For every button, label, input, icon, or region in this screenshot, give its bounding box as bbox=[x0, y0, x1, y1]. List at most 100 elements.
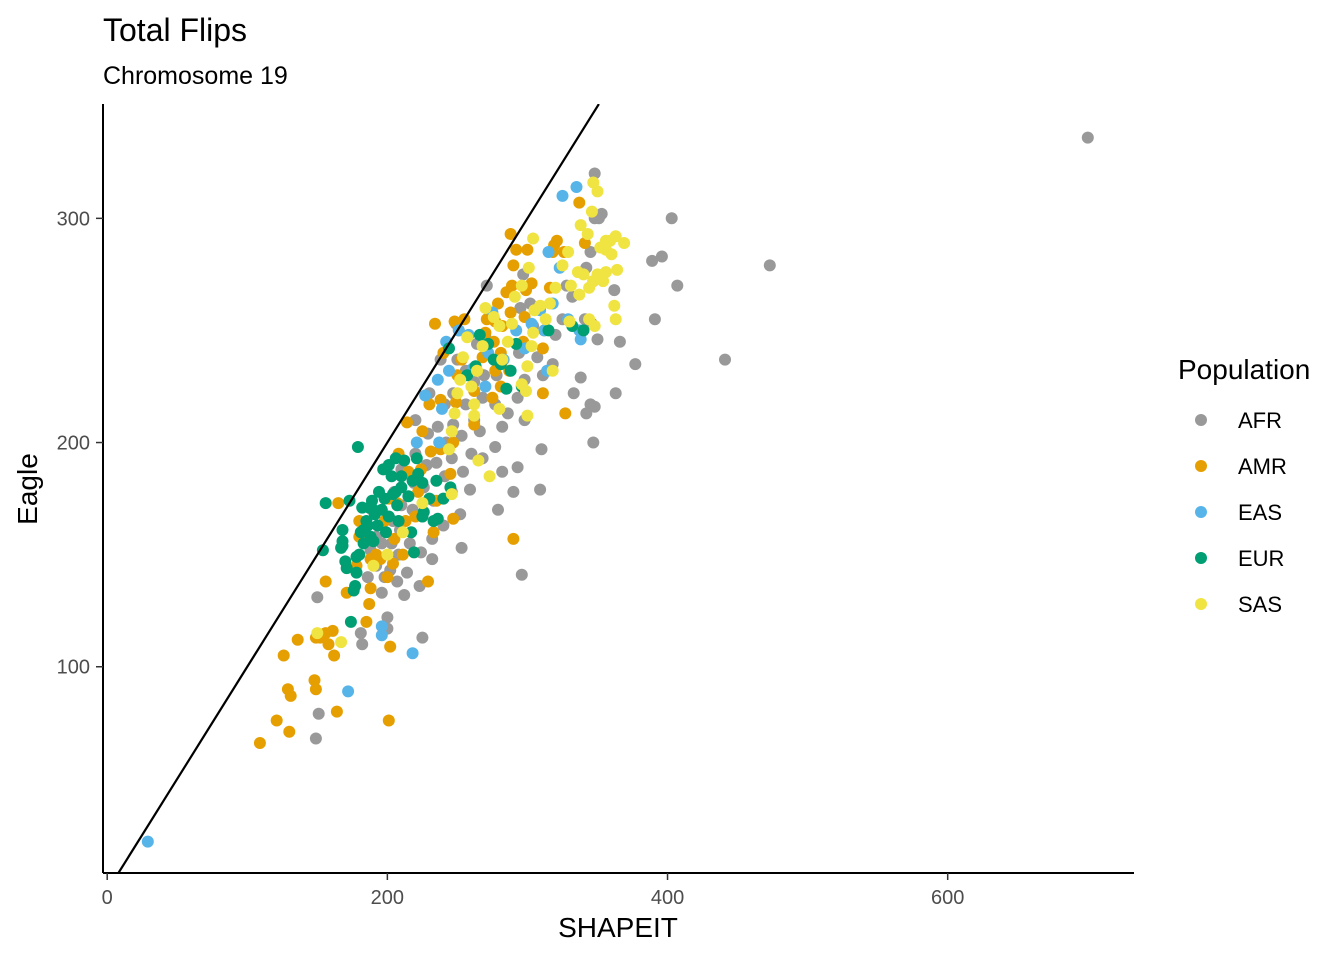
data-point bbox=[309, 732, 322, 745]
data-point bbox=[330, 705, 343, 718]
data-point bbox=[392, 515, 405, 527]
y-axis-title: Eagle bbox=[12, 453, 43, 525]
data-point bbox=[347, 584, 360, 597]
data-point bbox=[671, 279, 684, 292]
data-point bbox=[611, 263, 624, 276]
data-point bbox=[434, 393, 447, 406]
data-point bbox=[405, 526, 418, 539]
data-point bbox=[608, 299, 621, 312]
data-point bbox=[577, 324, 590, 337]
data-point bbox=[591, 185, 604, 198]
data-point bbox=[521, 360, 534, 373]
data-point bbox=[542, 324, 555, 337]
data-point bbox=[515, 378, 528, 391]
legend-key-sas bbox=[1195, 598, 1207, 610]
data-point bbox=[401, 416, 413, 429]
data-point bbox=[455, 429, 468, 442]
data-point bbox=[335, 636, 348, 649]
data-point bbox=[429, 317, 441, 330]
x-axis-title: SHAPEIT bbox=[558, 912, 678, 943]
data-point bbox=[367, 535, 380, 548]
data-point bbox=[493, 402, 506, 415]
data-point bbox=[473, 328, 486, 341]
data-point bbox=[515, 279, 528, 292]
data-point bbox=[559, 407, 572, 420]
data-point bbox=[396, 526, 409, 539]
data-point bbox=[424, 445, 437, 458]
data-point bbox=[408, 546, 420, 559]
data-point bbox=[448, 407, 461, 420]
data-point bbox=[350, 550, 363, 563]
data-point bbox=[430, 474, 443, 487]
data-point bbox=[534, 483, 547, 496]
data-point bbox=[496, 353, 509, 366]
data-point bbox=[416, 631, 429, 644]
data-point bbox=[387, 557, 399, 570]
legend: Population AFR AMR EAS EUR SAS bbox=[1178, 354, 1310, 617]
data-point bbox=[335, 541, 348, 554]
data-point bbox=[486, 391, 499, 404]
data-point bbox=[521, 243, 534, 256]
points-layer bbox=[141, 131, 1094, 848]
data-point bbox=[515, 568, 528, 581]
data-point bbox=[308, 674, 321, 687]
data-point bbox=[479, 302, 492, 314]
data-point bbox=[504, 228, 517, 240]
data-point bbox=[416, 497, 429, 510]
data-point bbox=[423, 398, 436, 411]
data-point bbox=[381, 548, 394, 561]
data-point bbox=[492, 297, 504, 310]
data-point bbox=[319, 575, 332, 588]
data-point bbox=[504, 306, 517, 319]
data-point bbox=[536, 387, 549, 400]
data-point bbox=[655, 250, 668, 263]
data-point bbox=[457, 351, 469, 364]
data-point bbox=[360, 615, 373, 628]
legend-entries: AFR AMR EAS EUR SAS bbox=[1195, 408, 1287, 617]
data-point bbox=[419, 389, 432, 402]
data-point bbox=[412, 467, 425, 480]
data-point bbox=[464, 483, 476, 496]
data-point bbox=[531, 351, 544, 364]
data-point bbox=[525, 317, 538, 330]
data-point bbox=[342, 685, 355, 698]
data-point bbox=[356, 501, 369, 514]
data-point bbox=[431, 512, 444, 525]
data-point bbox=[493, 320, 506, 332]
data-point bbox=[591, 333, 604, 346]
data-point bbox=[328, 649, 341, 662]
legend-label-sas: SAS bbox=[1238, 592, 1282, 617]
data-point bbox=[375, 620, 388, 633]
data-point bbox=[574, 219, 587, 232]
data-point bbox=[422, 575, 434, 588]
data-point bbox=[573, 288, 586, 301]
data-point bbox=[431, 373, 444, 386]
data-point bbox=[468, 409, 481, 422]
data-point bbox=[312, 707, 325, 720]
data-point bbox=[525, 340, 538, 353]
data-point bbox=[433, 436, 446, 449]
data-point bbox=[507, 485, 520, 498]
data-point bbox=[450, 396, 462, 409]
data-point bbox=[291, 633, 304, 646]
data-point bbox=[395, 470, 408, 483]
data-point bbox=[402, 490, 415, 503]
data-point bbox=[395, 481, 408, 494]
data-point bbox=[549, 281, 562, 294]
data-point bbox=[385, 470, 398, 483]
data-point bbox=[398, 454, 411, 467]
data-point bbox=[388, 532, 401, 545]
data-point bbox=[444, 467, 457, 480]
data-point bbox=[381, 611, 394, 624]
data-point bbox=[270, 714, 283, 727]
data-point bbox=[382, 714, 395, 727]
data-point bbox=[367, 559, 380, 572]
data-point bbox=[412, 485, 425, 498]
data-point bbox=[507, 259, 520, 272]
x-axis-ticks: 0 200 400 600 bbox=[102, 873, 964, 909]
data-point bbox=[363, 598, 376, 610]
data-point bbox=[426, 553, 439, 566]
data-point bbox=[500, 382, 513, 395]
data-point bbox=[277, 649, 290, 662]
